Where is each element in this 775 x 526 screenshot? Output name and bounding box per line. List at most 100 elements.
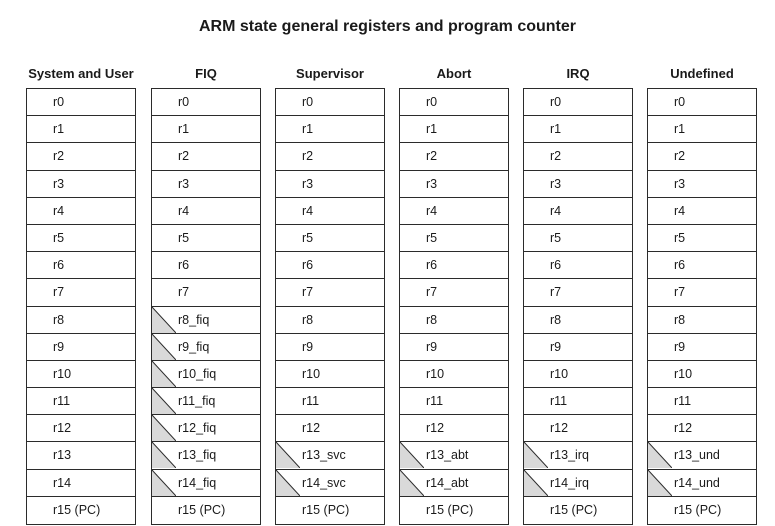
register-cell: r8 <box>27 307 135 334</box>
register-cell: r2 <box>400 143 508 171</box>
register-cell: r9 <box>27 334 135 361</box>
register-cell: r3 <box>27 171 135 198</box>
register-cell: r3 <box>648 171 756 198</box>
register-cell: r14_svc <box>276 469 384 497</box>
register-label: r0 <box>302 95 314 109</box>
register-cell: r3 <box>524 171 632 198</box>
register-label: r1 <box>302 122 314 137</box>
mode-header: IRQ <box>566 66 590 81</box>
register-label: r15 (PC) <box>53 502 101 517</box>
register-label: r14_und <box>674 475 720 490</box>
banked-register-marker-icon <box>152 333 176 360</box>
mode-header: Undefined <box>670 66 734 81</box>
register-cell: r11 <box>400 388 508 416</box>
register-label: r2 <box>302 149 314 164</box>
mode-column-undefined: Undefined r0 r1 r2 r3 r4 r5 r6 r7 r8 r9 r10 r11 r12 r1… <box>647 66 757 525</box>
register-label: r6 <box>53 258 65 273</box>
mode-column-fiq: FIQ r0 r1 r2 r3 r4 r5 r6 r7 r8_fiq r9_fiq r10_fiq r1… <box>151 66 261 525</box>
register-label: r6 <box>674 258 686 273</box>
register-label: r0 <box>426 95 438 109</box>
register-cell: r6 <box>400 252 508 280</box>
register-label: r11 <box>550 394 568 409</box>
register-cell: r12 <box>27 415 135 443</box>
register-cell: r12 <box>648 415 756 443</box>
banked-register-marker-icon <box>152 415 176 442</box>
register-cell: r4 <box>524 198 632 225</box>
register-list: r0 r1 r2 r3 r4 r5 r6 r7 r8_fiq r9_fiq r10_fiq r11_f… <box>151 88 261 525</box>
register-cell: r0 <box>276 89 384 117</box>
register-label: r6 <box>426 258 438 273</box>
register-label: r4 <box>550 203 562 218</box>
register-label: r4 <box>674 203 686 218</box>
register-label: r12 <box>550 421 569 436</box>
register-cell: r10 <box>524 361 632 389</box>
register-label: r7 <box>550 285 562 300</box>
register-cell: r4 <box>27 198 135 225</box>
register-cell: r5 <box>27 225 135 253</box>
register-cell: r13_fiq <box>152 442 260 470</box>
register-cell: r6 <box>524 252 632 280</box>
register-label: r8_fiq <box>178 312 210 327</box>
register-label: r9 <box>302 339 314 354</box>
register-cell: r13 <box>27 442 135 470</box>
register-label: r5 <box>178 230 190 245</box>
register-label: r5 <box>53 230 65 245</box>
register-label: r15 (PC) <box>550 502 598 517</box>
register-label: r13 <box>53 448 72 463</box>
register-cell: r7 <box>648 279 756 307</box>
register-label: r2 <box>426 149 438 164</box>
register-cell: r0 <box>524 89 632 117</box>
register-cell: r9 <box>524 334 632 361</box>
register-label: r4 <box>53 203 65 218</box>
register-cell: r0 <box>648 89 756 117</box>
register-label: r12 <box>302 421 321 436</box>
register-label: r8 <box>53 312 65 327</box>
register-cell: r2 <box>648 143 756 171</box>
register-label: r12 <box>53 421 72 436</box>
register-cell: r9 <box>648 334 756 361</box>
register-label: r9 <box>550 339 562 354</box>
register-label: r7 <box>302 285 314 300</box>
register-cell: r14_abt <box>400 469 508 497</box>
register-cell: r8 <box>648 307 756 334</box>
register-label: r14_fiq <box>178 475 217 490</box>
register-cell: r14 <box>27 470 135 497</box>
register-cell: r1 <box>524 116 632 144</box>
register-list: r0 r1 r2 r3 r4 r5 r6 r7 r8 r9 r10 r11 r12 r13_svc r14_… <box>275 88 385 525</box>
register-label: r5 <box>302 230 314 245</box>
register-cell: r1 <box>27 116 135 144</box>
register-cell: r2 <box>524 143 632 171</box>
banked-register-marker-icon <box>152 306 176 333</box>
register-label: r3 <box>550 176 562 191</box>
register-label: r0 <box>53 95 65 109</box>
register-label: r7 <box>178 285 190 300</box>
register-label: r14_irq <box>550 475 589 490</box>
register-cell: r0 <box>152 89 260 117</box>
register-label: r12 <box>674 421 693 436</box>
register-label: r15 (PC) <box>426 502 474 517</box>
register-label: r10 <box>674 366 693 381</box>
register-cell: r4 <box>152 198 260 225</box>
register-label: r9 <box>426 339 438 354</box>
banked-register-marker-icon <box>152 469 176 496</box>
banked-register-marker-icon <box>400 469 424 496</box>
register-cell: r5 <box>648 225 756 253</box>
register-cell: r10 <box>648 361 756 389</box>
register-label: r7 <box>53 285 65 300</box>
register-label: r10 <box>426 366 445 381</box>
register-cell: r11 <box>524 388 632 416</box>
register-label: r3 <box>178 176 190 191</box>
register-label: r14_svc <box>302 475 346 490</box>
register-label: r15 (PC) <box>178 502 226 517</box>
register-cell: r1 <box>648 116 756 144</box>
diagram-title: ARM state general registers and program … <box>199 18 576 35</box>
register-label: r7 <box>426 285 438 300</box>
register-cell: r15 (PC) <box>648 497 756 524</box>
register-cell: r4 <box>400 198 508 225</box>
register-cell: r2 <box>152 143 260 171</box>
register-cell: r13_irq <box>524 442 632 470</box>
register-cell: r15 (PC) <box>152 497 260 524</box>
register-cell: r5 <box>524 225 632 253</box>
mode-header: Abort <box>436 66 472 81</box>
register-label: r13_und <box>674 448 720 463</box>
